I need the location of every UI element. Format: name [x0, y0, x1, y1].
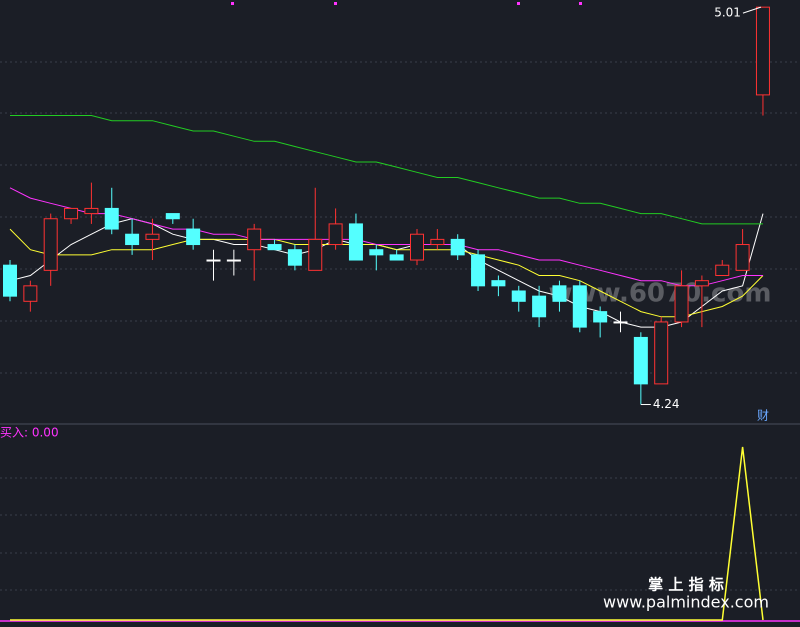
candle [287, 244, 302, 271]
tag: 财 [757, 409, 769, 423]
candle [471, 249, 486, 291]
candle-body [450, 238, 465, 256]
marker [231, 2, 234, 5]
candle [532, 285, 547, 328]
candle-body [348, 223, 363, 261]
candle [755, 6, 770, 116]
ma-line [10, 115, 763, 225]
candle [511, 285, 526, 312]
candle-body [410, 233, 424, 261]
candle [23, 280, 38, 312]
candle-body [572, 285, 587, 328]
candle-body [267, 244, 282, 251]
candle-body [654, 321, 669, 385]
candle [104, 187, 119, 235]
plot: 5.01 4.24 [3, 6, 770, 621]
ma-line [9, 187, 763, 287]
candle [84, 182, 99, 224]
candle-body [491, 280, 506, 287]
candle-body [755, 6, 770, 96]
candle-body [532, 295, 547, 318]
candle [715, 260, 730, 277]
candle-body [735, 244, 750, 271]
candle-body [369, 249, 384, 256]
candle [633, 332, 648, 405]
watermark: 掌 上 指 标 [648, 576, 724, 594]
candle-body [511, 290, 526, 302]
marker [517, 2, 520, 5]
candle-body [593, 311, 608, 323]
candle-body [206, 259, 221, 262]
candle-body [389, 254, 404, 261]
candle [369, 244, 384, 271]
candle-body [84, 207, 99, 215]
candle [43, 213, 58, 286]
watermark: www.palmindex.com [603, 593, 769, 612]
marker [334, 2, 337, 5]
candle [186, 218, 201, 250]
high-pointer [742, 6, 762, 14]
indicator-line [10, 446, 764, 621]
candle-body [430, 238, 445, 246]
candle-body [633, 336, 648, 385]
candle [165, 213, 180, 224]
candle [674, 270, 689, 328]
candle-body [125, 233, 140, 246]
candle [491, 275, 506, 297]
candle-body [328, 223, 343, 246]
candle [247, 223, 262, 281]
candle [389, 249, 404, 261]
candle-body [226, 259, 241, 262]
candle [267, 239, 282, 251]
candle [328, 208, 343, 250]
candle-body [674, 285, 689, 323]
candle [308, 187, 323, 271]
candle-body [43, 218, 58, 271]
candle [3, 260, 17, 302]
candle [694, 275, 709, 328]
candle-body [186, 228, 201, 246]
candle [64, 207, 79, 224]
candle [654, 316, 669, 385]
candle-body [3, 264, 17, 297]
candle-body [104, 207, 119, 230]
ma-line [9, 228, 764, 318]
candle-body [694, 280, 709, 287]
candle [593, 306, 608, 338]
ma-line [9, 213, 764, 328]
candle-body [64, 207, 79, 220]
candle [552, 280, 567, 312]
candle [206, 249, 221, 281]
candle [450, 234, 465, 261]
candle-body [715, 264, 730, 277]
candle [145, 218, 160, 261]
candle [226, 249, 241, 276]
candle [613, 311, 628, 333]
candle-body [308, 238, 323, 271]
candle [735, 229, 750, 271]
candle-body [247, 228, 262, 251]
candle-body [287, 249, 302, 266]
candle [572, 280, 587, 333]
candle [348, 213, 363, 261]
candle-body [552, 285, 567, 302]
low-label: 4.24 [653, 397, 680, 411]
candle-body [165, 213, 180, 220]
candle-body [471, 254, 486, 287]
grid [0, 61, 800, 591]
candle [125, 218, 140, 255]
top-markers [231, 2, 582, 5]
candle-body [145, 233, 160, 240]
indicator-title: 买入: 0.00 [0, 426, 59, 440]
candle [410, 229, 424, 266]
candle-body [613, 321, 628, 324]
candle-body [23, 285, 38, 302]
marker [579, 2, 582, 5]
high-label: 5.01 [714, 6, 741, 20]
candle [430, 229, 445, 250]
